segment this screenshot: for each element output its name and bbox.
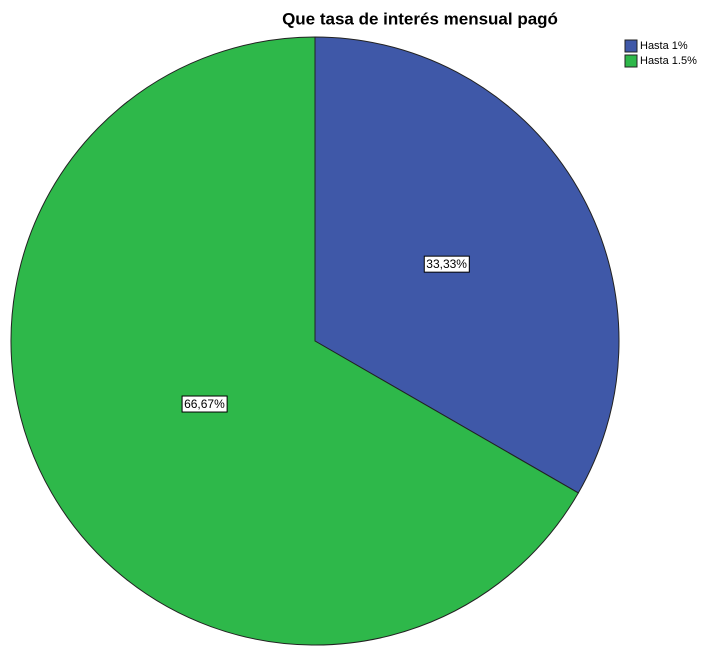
data-label-box	[423, 255, 470, 273]
legend-swatch	[624, 39, 638, 53]
data-label-box	[181, 395, 228, 413]
legend-swatch	[624, 54, 638, 68]
pie-slice	[10, 36, 579, 646]
data-label: 33,33%	[426, 257, 467, 271]
legend-label: Hasta 1%	[640, 40, 688, 52]
chart-title: Que tasa de interés mensual pagó	[282, 9, 558, 28]
legend-label: Hasta 1.5%	[640, 55, 697, 67]
data-label: 66,67%	[184, 397, 225, 411]
